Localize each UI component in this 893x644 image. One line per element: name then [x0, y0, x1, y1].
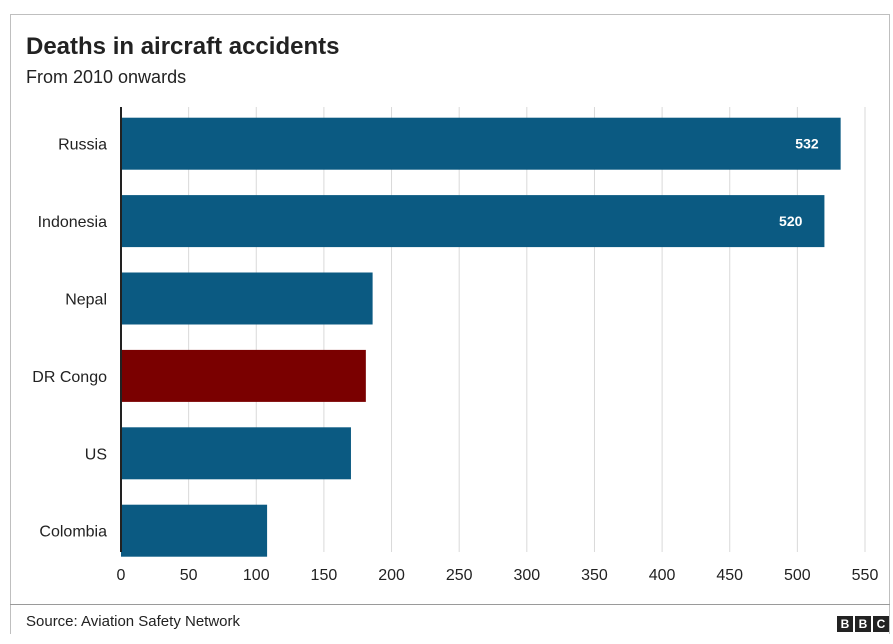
x-tick-label: 300	[513, 567, 540, 584]
x-tick-label: 200	[378, 567, 405, 584]
bar	[121, 349, 366, 402]
bar	[121, 504, 268, 557]
x-tick-label: 250	[446, 567, 473, 584]
bar-chart: Russia 532 Indonesia 520 Nepal DR Congo US Colo…	[32, 107, 879, 584]
bar	[121, 195, 825, 248]
category-label: Indonesia	[38, 214, 107, 231]
category-label: DR Congo	[32, 369, 107, 386]
category-label: Russia	[58, 137, 107, 154]
x-tick-label: 50	[180, 567, 198, 584]
category-label: US	[85, 446, 107, 463]
footer-divider	[10, 604, 890, 605]
logo-letter: B	[837, 616, 853, 632]
chart-subtitle: From 2010 onwards	[26, 67, 187, 87]
logo-letter: C	[873, 616, 889, 632]
x-tick-label: 0	[117, 567, 126, 584]
bar	[121, 117, 841, 170]
bar	[121, 272, 373, 325]
bar	[121, 427, 351, 480]
x-tick-label: 350	[581, 567, 608, 584]
data-label: 532	[795, 136, 819, 152]
x-tick-label: 450	[716, 567, 743, 584]
bbc-logo: B B C	[837, 616, 889, 632]
chart-frame	[10, 14, 890, 634]
x-tick-label: 500	[784, 567, 811, 584]
x-tick-label: 550	[852, 567, 879, 584]
x-tick-label: 400	[649, 567, 676, 584]
data-label: 520	[779, 213, 803, 229]
chart-title: Deaths in aircraft accidents	[26, 33, 340, 60]
x-tick-label: 100	[243, 567, 270, 584]
source-note: Source: Aviation Safety Network	[26, 613, 240, 630]
logo-letter: B	[855, 616, 871, 632]
category-label: Nepal	[65, 292, 107, 309]
category-label: Colombia	[39, 524, 107, 541]
x-tick-label: 150	[311, 567, 338, 584]
